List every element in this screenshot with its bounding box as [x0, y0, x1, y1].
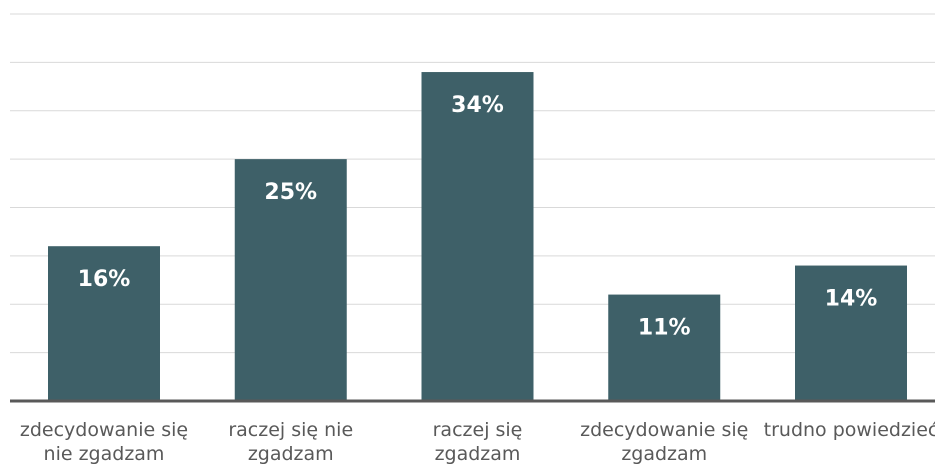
bar [608, 294, 721, 401]
x-tick-label: zdecydowanie się zgadzam [580, 419, 749, 465]
x-tick-label: zdecydowanie się nie zgadzam [19, 419, 189, 465]
value-label: 11% [638, 316, 691, 341]
value-label: 25% [264, 180, 317, 205]
bar [795, 265, 907, 401]
x-tick-label: raczej się nie zgadzam [228, 419, 354, 465]
x-tick-label: raczej się zgadzam [432, 419, 523, 465]
value-label: 34% [451, 93, 504, 118]
bar [421, 72, 534, 402]
x-tick-label: trudno powiedzieć [763, 419, 935, 441]
value-label: 14% [825, 287, 878, 312]
value-label: 16% [78, 267, 131, 292]
bar [234, 159, 347, 401]
bar [48, 246, 160, 401]
